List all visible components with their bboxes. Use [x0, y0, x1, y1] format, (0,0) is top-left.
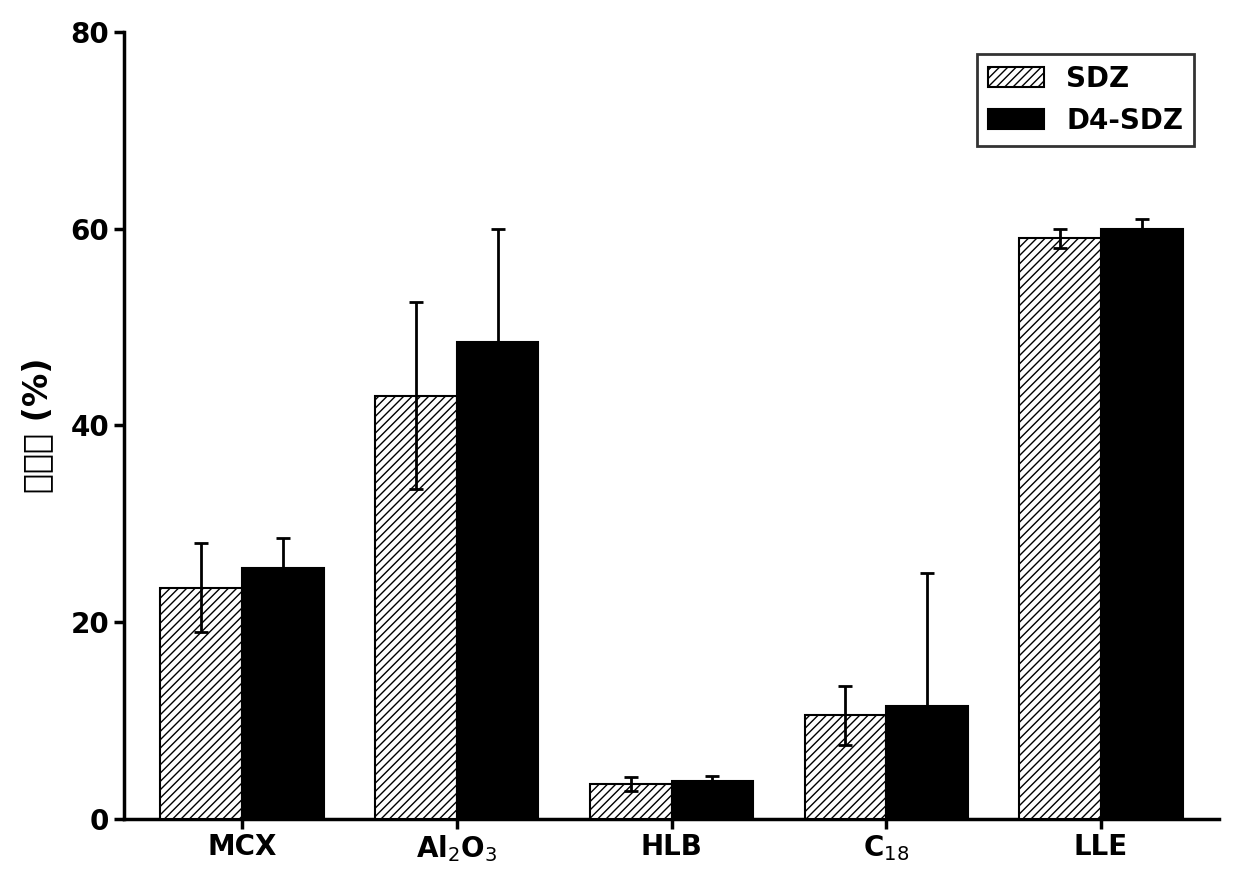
Bar	[805, 715, 887, 819]
Bar	[376, 396, 456, 819]
Legend: SDZ, D4-SDZ: SDZ, D4-SDZ	[977, 54, 1194, 146]
Bar	[1101, 228, 1183, 819]
Bar	[672, 781, 753, 819]
Bar	[242, 568, 324, 819]
Bar	[1019, 238, 1101, 819]
Y-axis label: 回收率 (%): 回收率 (%)	[21, 358, 53, 493]
Bar	[887, 705, 968, 819]
Bar	[160, 588, 242, 819]
Bar	[590, 784, 672, 819]
Bar	[456, 342, 538, 819]
